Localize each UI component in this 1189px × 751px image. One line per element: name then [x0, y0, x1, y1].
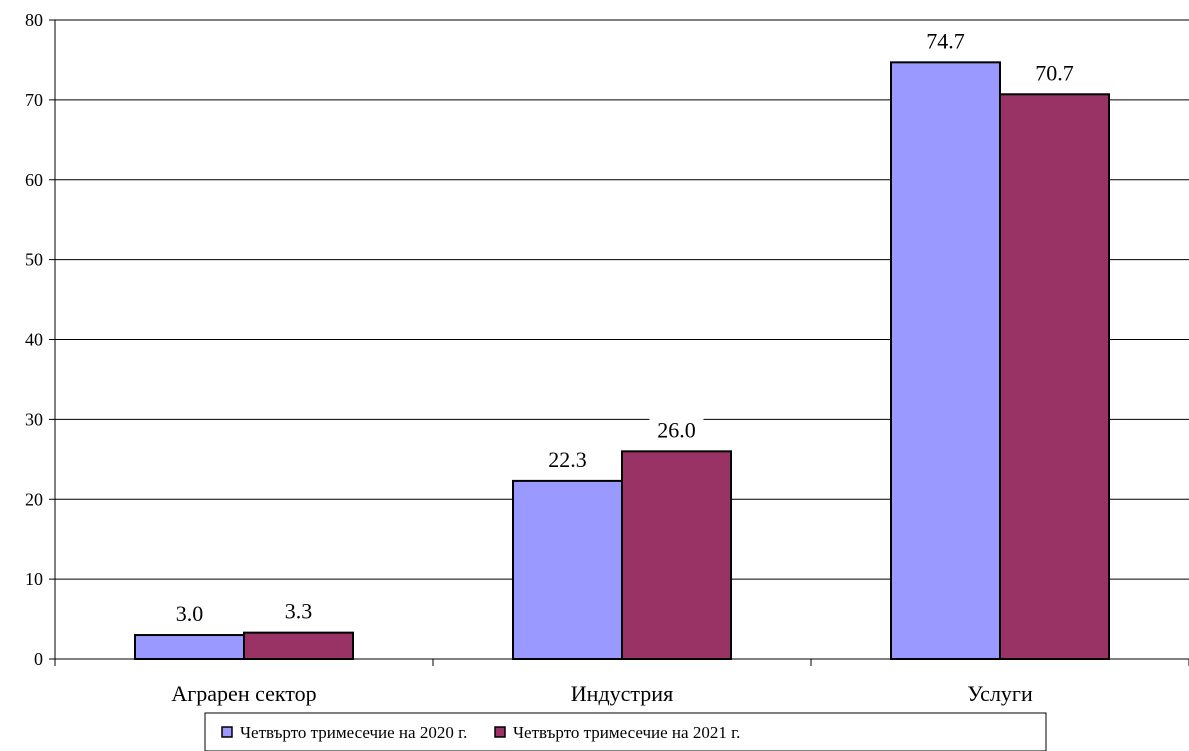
value-label-bg [1027, 58, 1082, 87]
y-tick-label: 50 [25, 250, 43, 270]
bar [134, 634, 245, 660]
value-label-bg [649, 415, 704, 444]
bar [621, 450, 732, 661]
y-tick-label: 70 [25, 90, 43, 110]
y-tick-label: 30 [25, 409, 43, 429]
value-label-bg [168, 599, 211, 628]
bar [890, 61, 1001, 661]
x-category-label: Аграрен сектор [171, 681, 316, 706]
gridlines [55, 19, 1189, 580]
y-tick-label: 40 [25, 330, 43, 350]
value-labels: 3.0 3.3 22.3 26.0 74.7 70.7 [168, 26, 1082, 628]
value-label-bg [918, 26, 973, 55]
value-label: 74.7 [926, 28, 965, 53]
bar [999, 93, 1110, 660]
value-label-bg [540, 444, 595, 473]
value-label: 3.3 [285, 599, 313, 624]
legend-swatch [494, 726, 506, 738]
x-category-label: Услуги [967, 681, 1033, 706]
legend-swatch [221, 726, 233, 738]
bar [512, 479, 623, 660]
value-label-bg [277, 596, 320, 625]
bars [134, 61, 1110, 661]
bar [243, 631, 354, 660]
legend-label: Четвърто тримесечие на 2021 г. [513, 723, 740, 742]
value-label: 3.0 [176, 601, 204, 626]
legend-box [204, 712, 1047, 751]
legend-label: Четвърто тримесечие на 2020 г. [240, 723, 467, 742]
y-tick-label: 20 [25, 489, 43, 509]
y-tick-label: 0 [34, 649, 43, 669]
y-tick-label: 10 [25, 569, 43, 589]
y-axis-ticks: 0 10 20 30 40 50 60 70 80 [25, 10, 55, 669]
value-label: 26.0 [657, 417, 696, 442]
value-label: 22.3 [548, 447, 587, 472]
value-label: 70.7 [1035, 60, 1074, 85]
legend: Четвърто тримесечие на 2020 г. Четвърто т… [204, 712, 1047, 751]
x-category-label: Индустрия [571, 681, 673, 706]
x-axis-categories: Аграрен сектор Индустрия Услуги [171, 681, 1033, 706]
y-tick-label: 80 [25, 10, 43, 30]
y-tick-label: 60 [25, 170, 43, 190]
